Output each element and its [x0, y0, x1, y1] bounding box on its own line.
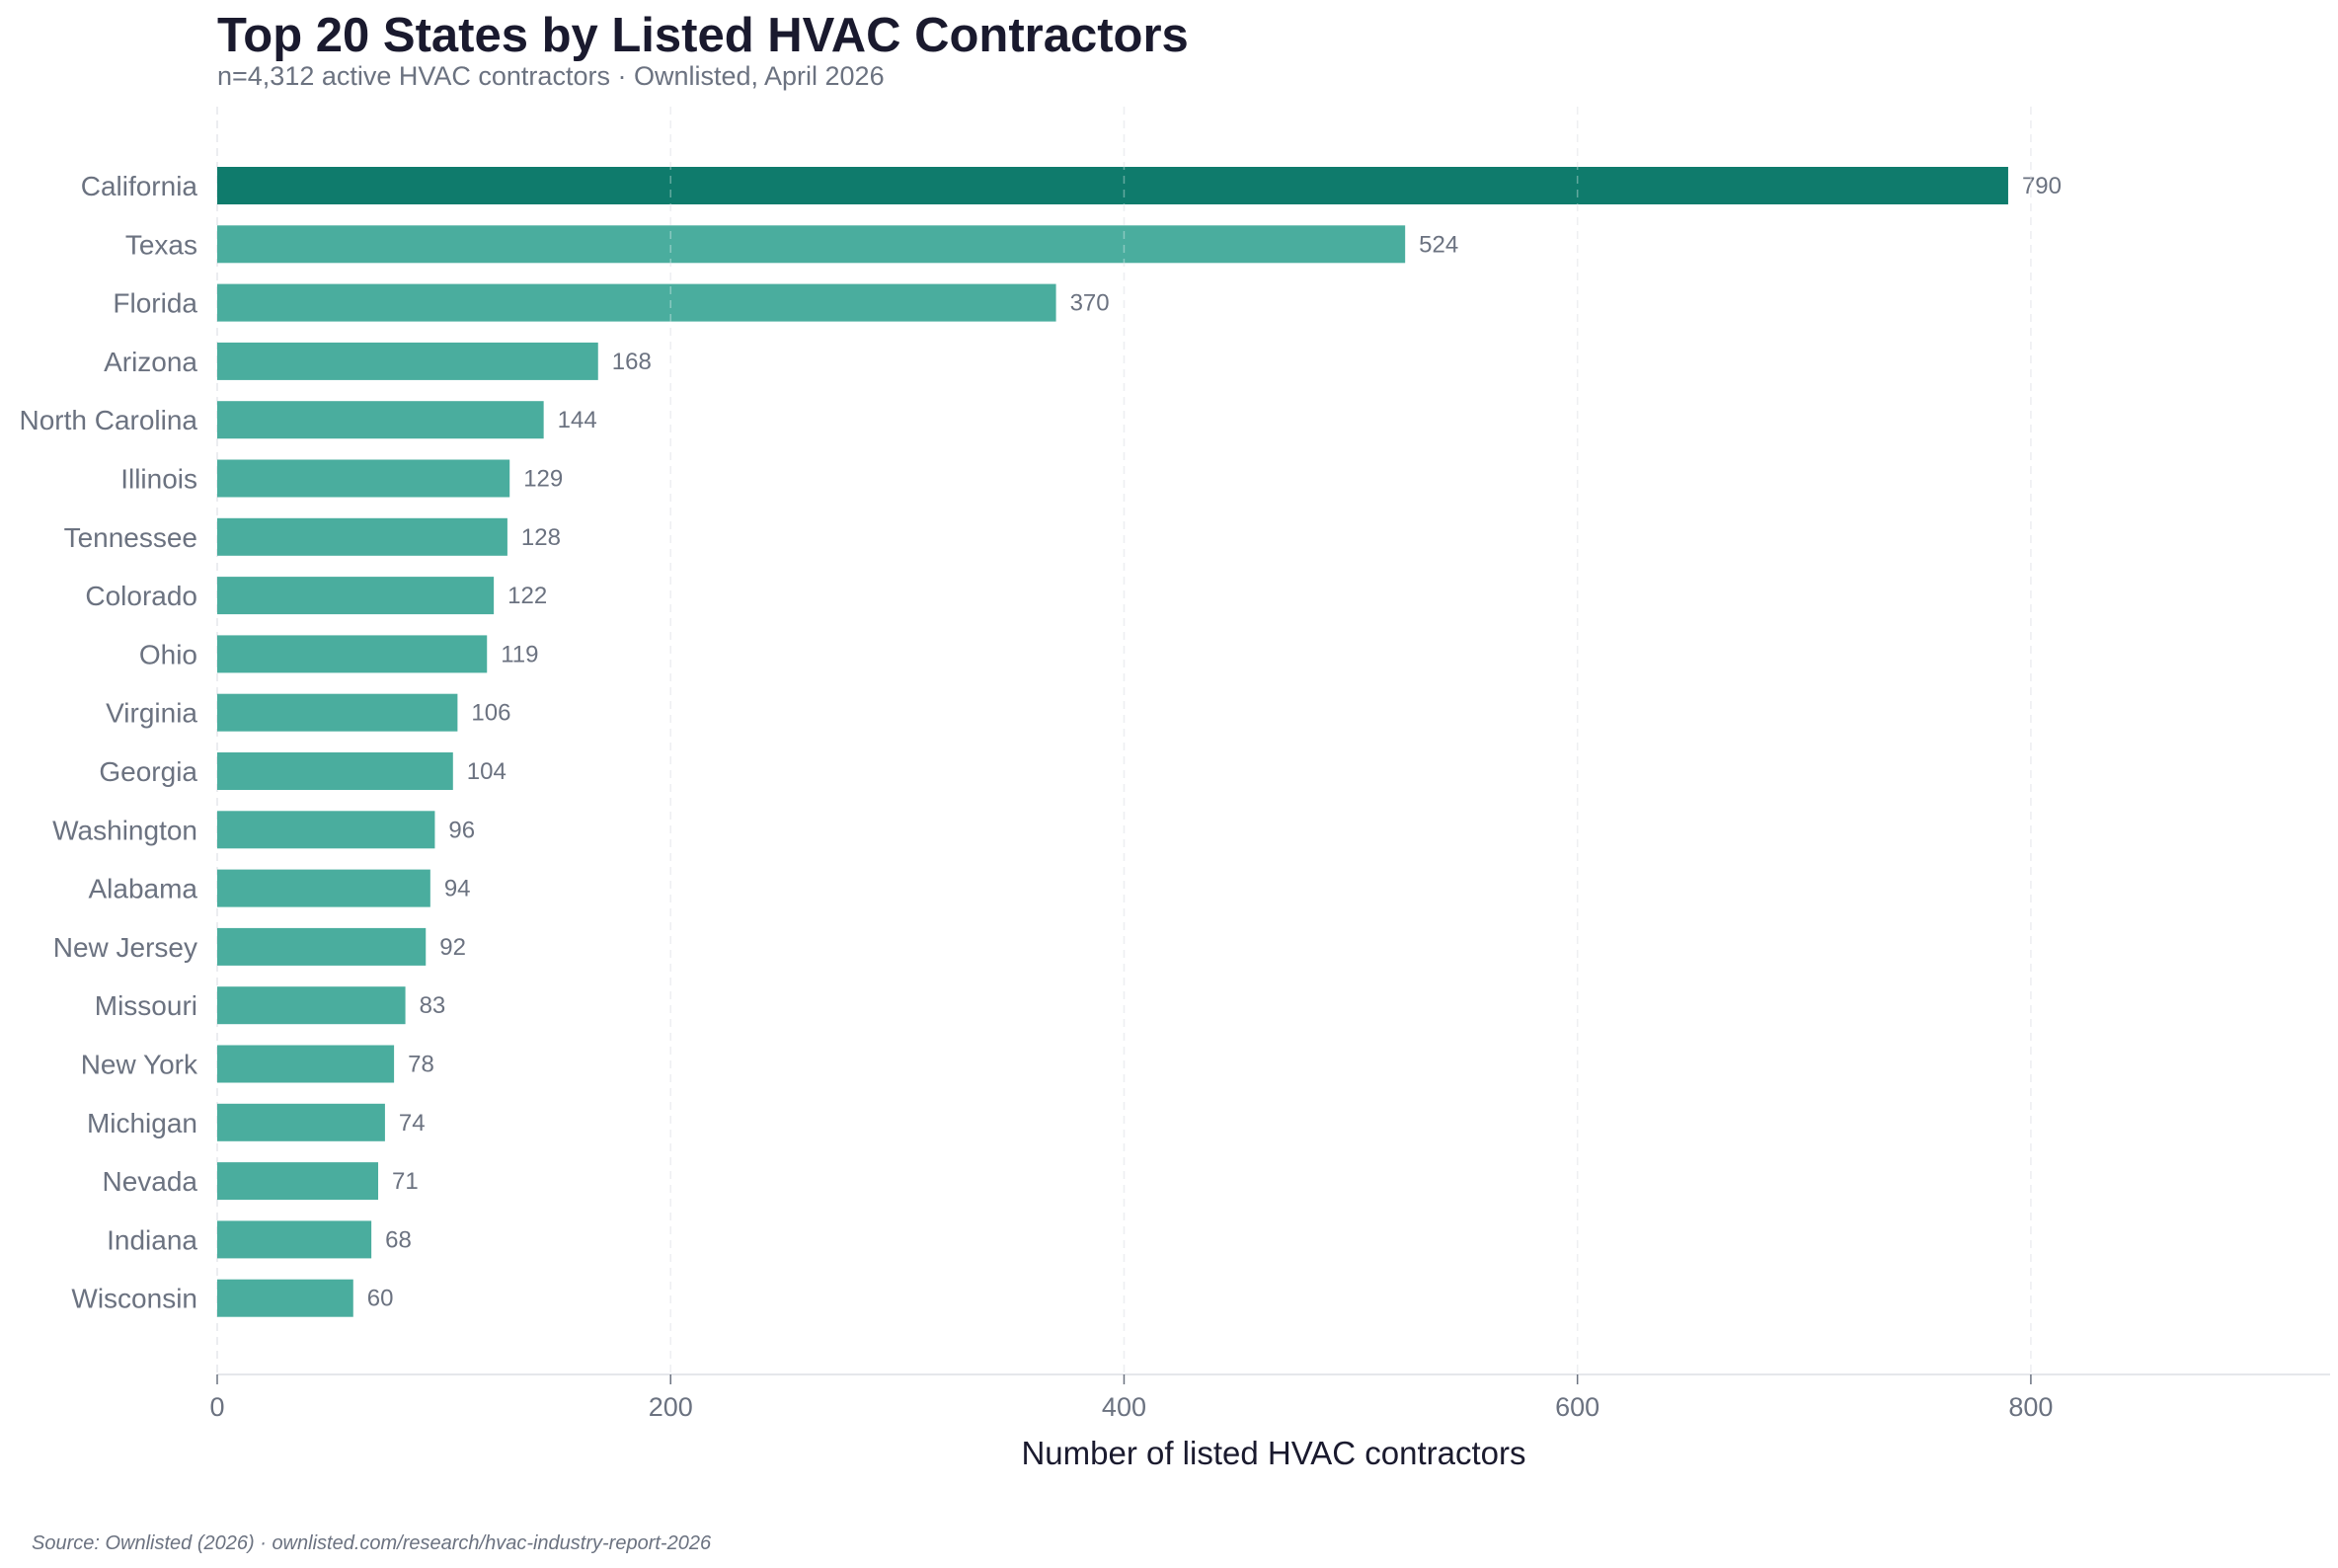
value-label: 60	[367, 1286, 394, 1312]
bar-arizona	[217, 342, 598, 380]
category-label: Washington	[52, 815, 197, 845]
category-label: Colorado	[85, 581, 197, 611]
value-label: 106	[471, 700, 510, 727]
value-label: 71	[392, 1168, 419, 1195]
value-label: 94	[444, 876, 471, 902]
value-label: 92	[439, 934, 466, 961]
value-label: 129	[523, 466, 563, 493]
bar-ohio	[217, 635, 488, 673]
bar-washington	[217, 811, 435, 849]
category-label: Ohio	[139, 639, 197, 669]
category-label: North Carolina	[19, 405, 197, 435]
value-label: 96	[448, 817, 475, 843]
category-label: New York	[81, 1050, 198, 1080]
x-axis: 0 200 400 600 800	[209, 1373, 2330, 1422]
category-label: Tennessee	[64, 522, 197, 553]
category-label: Missouri	[95, 990, 197, 1021]
chart-subtitle: n=4,312 active HVAC contractors · Ownlis…	[217, 61, 885, 91]
bar-missouri	[217, 986, 406, 1025]
bar-colorado	[217, 577, 495, 615]
chart-title: Top 20 States by Listed HVAC Contractors	[217, 9, 1189, 62]
bar-wisconsin	[217, 1279, 353, 1317]
bar-california	[217, 167, 2008, 204]
value-label: 74	[399, 1110, 426, 1137]
category-label: Georgia	[99, 756, 197, 787]
category-label: Alabama	[88, 874, 197, 904]
value-label: 78	[408, 1052, 434, 1078]
x-tick-label: 600	[1555, 1392, 1599, 1422]
category-label: Florida	[113, 288, 197, 319]
bars: California 790 Texas 524 Florida 370 Arizona 16…	[19, 107, 2062, 1374]
category-label: New Jersey	[53, 932, 197, 963]
category-label: Illinois	[120, 464, 197, 495]
value-label: 83	[420, 992, 446, 1019]
category-label: Wisconsin	[71, 1284, 197, 1314]
bar-virginia	[217, 693, 458, 732]
x-tick-label: 400	[1102, 1392, 1146, 1422]
value-label: 144	[558, 407, 597, 433]
bar-texas	[217, 225, 1406, 264]
category-label: Arizona	[104, 347, 197, 377]
bar-florida	[217, 283, 1056, 322]
category-label: Nevada	[102, 1166, 197, 1197]
value-label: 128	[521, 524, 561, 551]
bar-michigan	[217, 1103, 385, 1141]
category-label: Indiana	[107, 1224, 197, 1255]
value-label: 370	[1070, 290, 1110, 317]
value-label: 104	[467, 758, 507, 785]
value-label: 119	[501, 641, 538, 667]
bar-illinois	[217, 459, 510, 498]
value-label: 122	[507, 583, 547, 609]
value-label: 524	[1419, 231, 1458, 258]
x-tick-label: 800	[2008, 1392, 2053, 1422]
bar-new-jersey	[217, 927, 427, 966]
bar-nevada	[217, 1162, 379, 1201]
bar-indiana	[217, 1220, 372, 1259]
x-tick-label: 200	[649, 1392, 693, 1422]
value-label: 790	[2022, 173, 2062, 199]
category-label: California	[81, 171, 198, 201]
bar-tennessee	[217, 517, 507, 556]
bar-north-carolina	[217, 401, 544, 439]
bar-new-york	[217, 1045, 395, 1083]
category-label: Virginia	[106, 698, 197, 729]
bar-alabama	[217, 869, 430, 907]
value-label: 68	[385, 1226, 412, 1253]
source-note: Source: Ownlisted (2026) · ownlisted.com…	[32, 1532, 712, 1554]
x-tick-label: 0	[209, 1392, 224, 1422]
bar-georgia	[217, 752, 453, 790]
value-label: 168	[612, 349, 652, 375]
category-label: Michigan	[87, 1108, 197, 1138]
category-label: Texas	[125, 229, 197, 260]
x-axis-label: Number of listed HVAC contractors	[1021, 1435, 1525, 1471]
